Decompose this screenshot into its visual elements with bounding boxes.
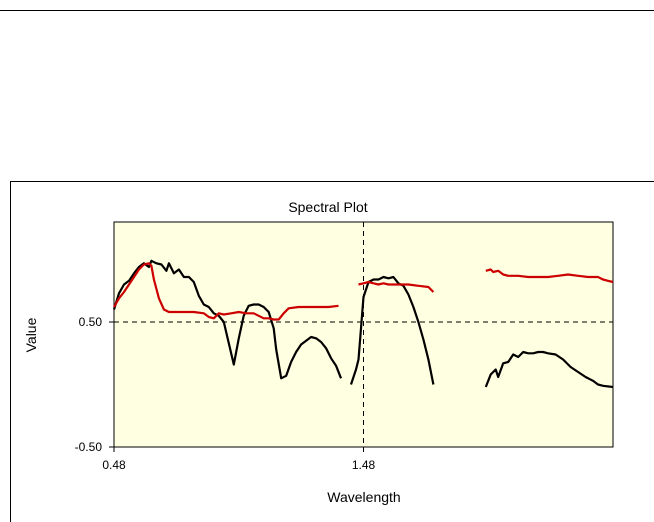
series-1 [112,259,614,389]
series-2-segment-3 [485,268,614,284]
spectral-chart: 0.50 -0.50 0.48 1.48 Spectral Plot Value Wa… [23,199,614,505]
y-tick-label-1: 0.50 [79,315,103,329]
series-1-segment-2 [349,275,435,385]
x-tick-label-2: 1.48 [352,458,376,472]
y-axis-title: Value [23,317,39,352]
chart-title: Spectral Plot [288,199,367,215]
series-1-segment-1 [112,259,343,380]
series-2 [113,262,614,321]
series-2-segment-1 [113,262,339,321]
reference-lines [114,222,613,447]
top-divider-line [0,10,654,11]
x-axis-title: Wavelength [327,489,400,505]
axes-layer: 0.50 -0.50 0.48 1.48 [75,315,376,472]
series-2-segment-2 [358,280,435,293]
y-tick-label-2: -0.50 [75,440,103,454]
x-tick-label-1: 0.48 [102,458,126,472]
series-1-segment-3 [484,350,614,389]
series-layer [112,259,614,389]
